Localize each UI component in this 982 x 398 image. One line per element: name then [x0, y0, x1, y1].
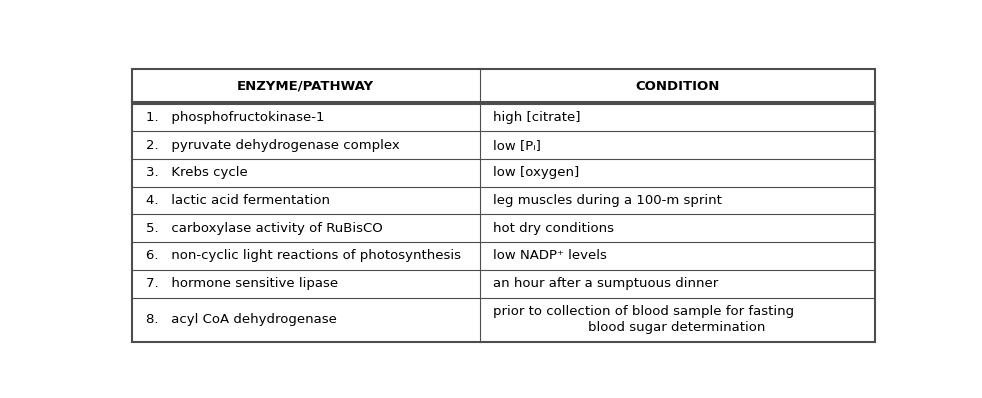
Text: blood sugar determination: blood sugar determination	[588, 321, 766, 334]
Text: CONDITION: CONDITION	[635, 80, 720, 93]
Text: 5.   carboxylase activity of RuBisCO: 5. carboxylase activity of RuBisCO	[145, 222, 382, 235]
Text: 8.   acyl CoA dehydrogenase: 8. acyl CoA dehydrogenase	[145, 313, 337, 326]
Text: prior to collection of blood sample for fasting: prior to collection of blood sample for …	[493, 305, 794, 318]
Text: hot dry conditions: hot dry conditions	[493, 222, 615, 235]
Text: an hour after a sumptuous dinner: an hour after a sumptuous dinner	[493, 277, 719, 290]
Text: 2.   pyruvate dehydrogenase complex: 2. pyruvate dehydrogenase complex	[145, 139, 400, 152]
Text: low [oxygen]: low [oxygen]	[493, 166, 579, 179]
Text: 3.   Krebs cycle: 3. Krebs cycle	[145, 166, 247, 179]
Text: ENZYME/PATHWAY: ENZYME/PATHWAY	[238, 80, 374, 93]
Text: 7.   hormone sensitive lipase: 7. hormone sensitive lipase	[145, 277, 338, 290]
Text: high [citrate]: high [citrate]	[493, 111, 581, 124]
Text: low NADP⁺ levels: low NADP⁺ levels	[493, 250, 607, 262]
Text: 6.   non-cyclic light reactions of photosynthesis: 6. non-cyclic light reactions of photosy…	[145, 250, 461, 262]
Text: leg muscles during a 100-m sprint: leg muscles during a 100-m sprint	[493, 194, 722, 207]
Bar	[132, 69, 875, 342]
Text: 1.   phosphofructokinase-1: 1. phosphofructokinase-1	[145, 111, 324, 124]
Text: 4.   lactic acid fermentation: 4. lactic acid fermentation	[145, 194, 330, 207]
Text: low [Pᵢ]: low [Pᵢ]	[493, 139, 541, 152]
